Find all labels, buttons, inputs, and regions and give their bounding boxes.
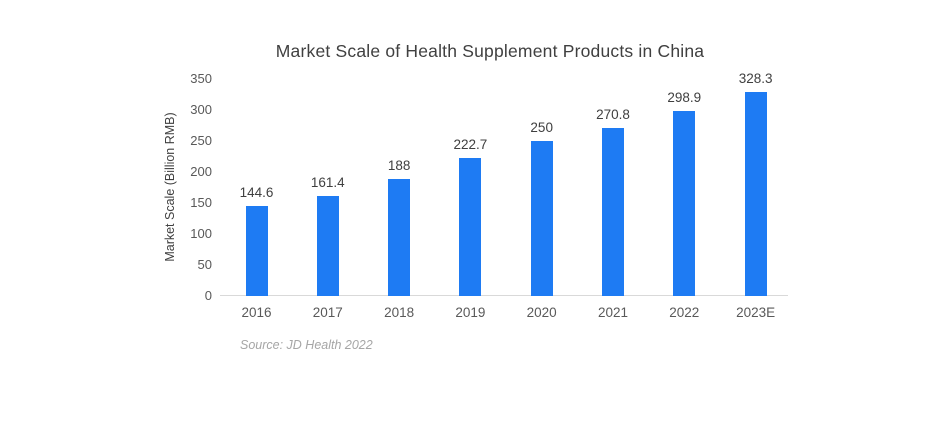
y-tick-label: 150 xyxy=(190,195,212,210)
bar-value-label: 161.4 xyxy=(310,174,345,190)
x-tick-label: 2023E xyxy=(736,305,776,320)
bar-value-label: 328.3 xyxy=(738,71,773,87)
bar xyxy=(316,195,339,296)
source-note: Source: JD Health 2022 xyxy=(240,338,373,352)
x-tick-label: 2018 xyxy=(384,305,415,320)
x-tick-label: 2020 xyxy=(526,305,557,320)
bar-value-label: 188 xyxy=(387,158,411,174)
bar xyxy=(245,206,268,296)
y-tick-label: 350 xyxy=(190,71,212,86)
bar xyxy=(388,179,411,296)
y-tick-label: 100 xyxy=(190,226,212,241)
chart-title: Market Scale of Health Supplement Produc… xyxy=(275,41,705,61)
bar xyxy=(673,110,696,296)
bar-group-2018: 188 2018 xyxy=(364,79,434,320)
bar-group-2021: 270.8 2021 xyxy=(578,79,648,320)
bar-group-2019: 222.7 2019 xyxy=(435,79,505,320)
bar-value-label: 250 xyxy=(530,120,553,135)
bar xyxy=(602,128,624,296)
x-axis-line xyxy=(220,295,788,296)
bar xyxy=(459,157,482,296)
y-tick-label: 0 xyxy=(204,288,212,303)
bar-group-2016: 144.6 2016 xyxy=(222,79,292,320)
bar xyxy=(744,92,767,296)
x-tick-label: 2016 xyxy=(241,305,272,320)
y-tick-label: 50 xyxy=(197,257,212,272)
y-tick-label: 250 xyxy=(190,133,212,148)
x-tick-label: 2017 xyxy=(312,305,343,320)
bar-group-2017: 161.4 2017 xyxy=(293,79,363,320)
bar-group-2022: 298.9 2022 xyxy=(649,79,719,320)
bar-value-label: 222.7 xyxy=(453,136,488,152)
bar-value-label: 144.6 xyxy=(239,185,274,201)
plot-area: 0 50 100 150 200 250 300 350 144.6 2016 161.4 2017… xyxy=(190,71,791,320)
x-tick-label: 2022 xyxy=(669,305,700,320)
x-tick-label: 2021 xyxy=(597,305,629,320)
x-tick-label: 2019 xyxy=(455,305,486,320)
bar-group-2023E: 328.3 2023E xyxy=(721,71,791,320)
y-tick-label: 200 xyxy=(190,164,212,179)
y-tick-label: 300 xyxy=(190,102,212,117)
bar-group-2020: 250 2020 xyxy=(507,79,577,320)
bar xyxy=(530,141,553,296)
bar-value-label: 270.8 xyxy=(596,107,630,123)
bar-value-label: 298.9 xyxy=(667,89,702,105)
